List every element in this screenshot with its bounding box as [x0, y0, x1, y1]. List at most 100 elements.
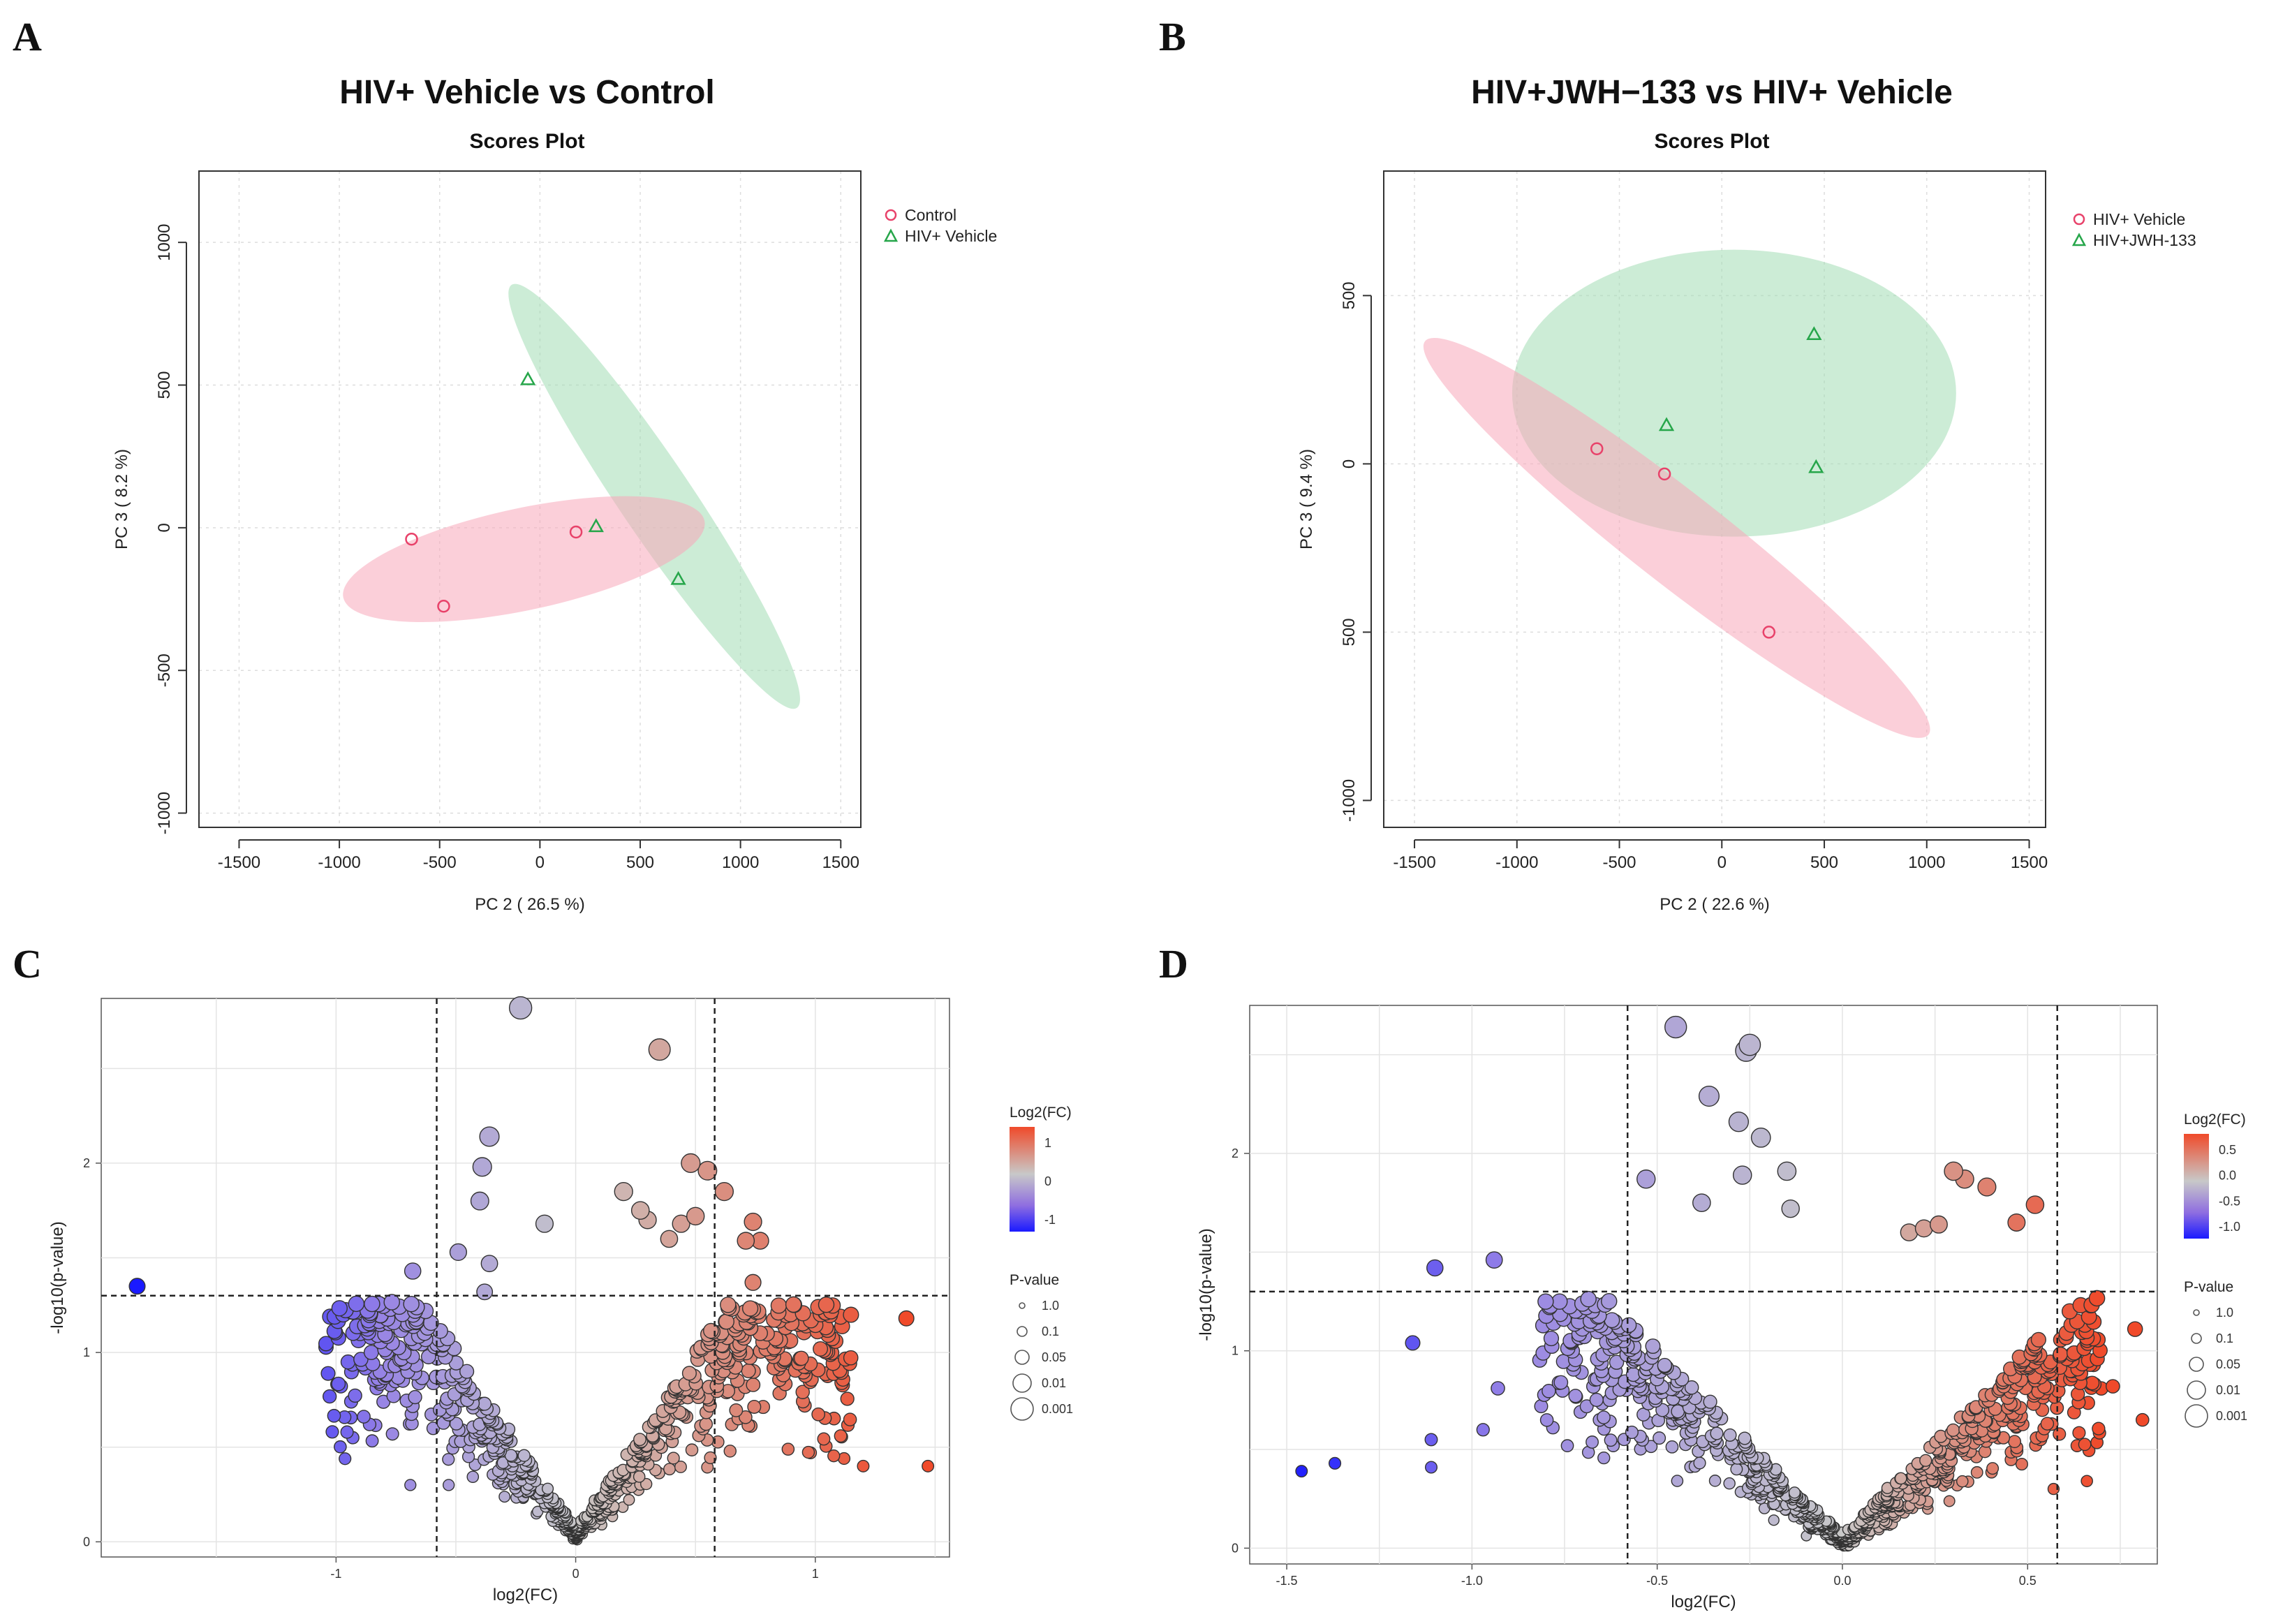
data-point — [1944, 1161, 1964, 1181]
data-point — [623, 1493, 635, 1506]
size-legend-circle — [1012, 1373, 1032, 1393]
size-legend-label: 0.05 — [1042, 1350, 1066, 1364]
data-point — [1580, 1290, 1597, 1308]
score-point-1-1 — [405, 532, 418, 546]
plot-d: -1.5 -1.0 -0.5 0.0 0.5 0 1 2 log2(FC) -log10(p-va… — [1197, 1005, 2247, 1611]
legend-label-1: HIV+ Vehicle — [2093, 210, 2185, 228]
color-bar — [2184, 1134, 2209, 1239]
data-point — [1620, 1317, 1637, 1334]
data-point — [818, 1296, 835, 1313]
data-point — [2127, 1321, 2143, 1337]
size-legend-label: 0.01 — [2216, 1383, 2240, 1397]
data-point — [353, 1352, 369, 1367]
data-point — [2072, 1426, 2086, 1440]
data-point — [1424, 1461, 1438, 1474]
y-tick-label: -500 — [155, 654, 174, 687]
score-point-1-3 — [569, 525, 583, 539]
data-point — [1609, 1354, 1625, 1370]
data-point — [723, 1445, 737, 1458]
y-tick-label: 500 — [1340, 618, 1359, 646]
size-legend-circle — [1014, 1350, 1030, 1365]
size-legend-label: 0.1 — [2216, 1331, 2233, 1345]
data-point — [2040, 1417, 2055, 1431]
data-point — [1553, 1375, 1569, 1390]
panel-d-letter: D — [1159, 941, 1188, 987]
size-legend-title: P-value — [1010, 1272, 1059, 1288]
data-point — [801, 1445, 815, 1459]
data-point — [1586, 1435, 1599, 1449]
data-point — [1426, 1259, 1444, 1277]
data-point — [813, 1341, 829, 1357]
data-point — [633, 1470, 646, 1483]
plot-a: -1500 -1000 -500 0 500 1000 1500 PC 2 ( 26.5 %)… — [112, 170, 997, 914]
data-point — [785, 1296, 802, 1313]
data-point — [898, 1310, 915, 1327]
panel-a-title: HIV+ Vehicle vs Control — [339, 74, 715, 111]
x-axis-label: log2(FC) — [493, 1586, 558, 1604]
data-point — [1684, 1380, 1699, 1395]
data-point — [2085, 1375, 2100, 1391]
legend: HIV+ Vehicle HIV+JWH-133 — [2071, 210, 2196, 249]
data-point — [1664, 1015, 1687, 1039]
data-point — [331, 1300, 348, 1317]
data-point — [1597, 1451, 1611, 1465]
x-tick-label: 0 — [1717, 853, 1727, 872]
panel-a-subtitle: Scores Plot — [469, 130, 584, 153]
data-point — [1708, 1475, 1722, 1487]
size-legend-label: 0.05 — [2216, 1357, 2240, 1371]
size-legend-circle — [1017, 1326, 1028, 1337]
data-point — [480, 1255, 498, 1273]
score-point-2-2 — [1806, 326, 1822, 341]
x-tick-label: 1000 — [722, 853, 759, 872]
data-point — [365, 1434, 379, 1448]
data-point — [795, 1385, 810, 1399]
color-legend-label: 0 — [1044, 1174, 1051, 1188]
data-point — [1970, 1466, 1983, 1479]
data-point — [1604, 1433, 1618, 1447]
ellipse-layer — [343, 283, 800, 709]
x-tick-label: 1000 — [1908, 853, 1945, 872]
data-point — [508, 996, 533, 1020]
data-point — [922, 1459, 935, 1472]
data-point — [703, 1322, 719, 1339]
x-tick-label: -1.5 — [1276, 1574, 1298, 1588]
x-tick-label: -1500 — [218, 853, 260, 872]
data-point — [2092, 1422, 2106, 1435]
legend-triangle-icon — [883, 228, 899, 242]
data-point — [357, 1410, 371, 1424]
x-tick-label: -1.0 — [1461, 1574, 1483, 1588]
data-point — [2053, 1427, 2067, 1441]
y-tick-label: -1000 — [1340, 779, 1359, 822]
color-legend-title: Log2(FC) — [2184, 1112, 2246, 1128]
score-point-2-3 — [670, 570, 686, 585]
data-point — [746, 1378, 761, 1392]
data-point — [770, 1297, 788, 1314]
data-point — [685, 1443, 699, 1456]
data-point — [640, 1477, 653, 1491]
data-point — [1698, 1085, 1720, 1107]
data-point — [1943, 1495, 1956, 1507]
panel-c: C -1 0 1 0 1 2 log2(FC) -log10(p-value) Log2(FC)… — [13, 941, 1073, 1604]
data-point — [811, 1407, 826, 1422]
data-point — [1738, 1033, 1761, 1056]
data-point — [348, 1388, 362, 1403]
color-legend-title: Log2(FC) — [1010, 1105, 1072, 1121]
data-point — [747, 1399, 762, 1414]
data-point — [1777, 1161, 1797, 1181]
data-point — [1295, 1465, 1308, 1478]
data-point — [1665, 1440, 1679, 1454]
data-point — [1597, 1410, 1611, 1424]
ellipse-layer — [1423, 249, 1956, 738]
y-axis-label: PC 3 ( 9.4 %) — [1297, 449, 1316, 549]
data-point — [327, 1408, 341, 1423]
panel-b-title: HIV+JWH−133 vs HIV+ Vehicle — [1471, 74, 1953, 111]
y-tick-label: 1 — [83, 1345, 90, 1359]
color-bar — [1010, 1127, 1035, 1232]
points-layer — [128, 996, 935, 1546]
y-tick-label: 500 — [155, 371, 174, 399]
size-legend-label: 1.0 — [1042, 1299, 1059, 1313]
y-tick-label: 1000 — [155, 223, 174, 260]
data-point — [348, 1295, 365, 1313]
data-point — [681, 1366, 697, 1381]
data-point — [403, 1295, 420, 1313]
